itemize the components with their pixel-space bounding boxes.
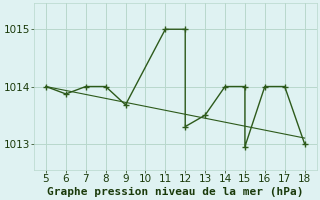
X-axis label: Graphe pression niveau de la mer (hPa): Graphe pression niveau de la mer (hPa) xyxy=(47,186,304,197)
